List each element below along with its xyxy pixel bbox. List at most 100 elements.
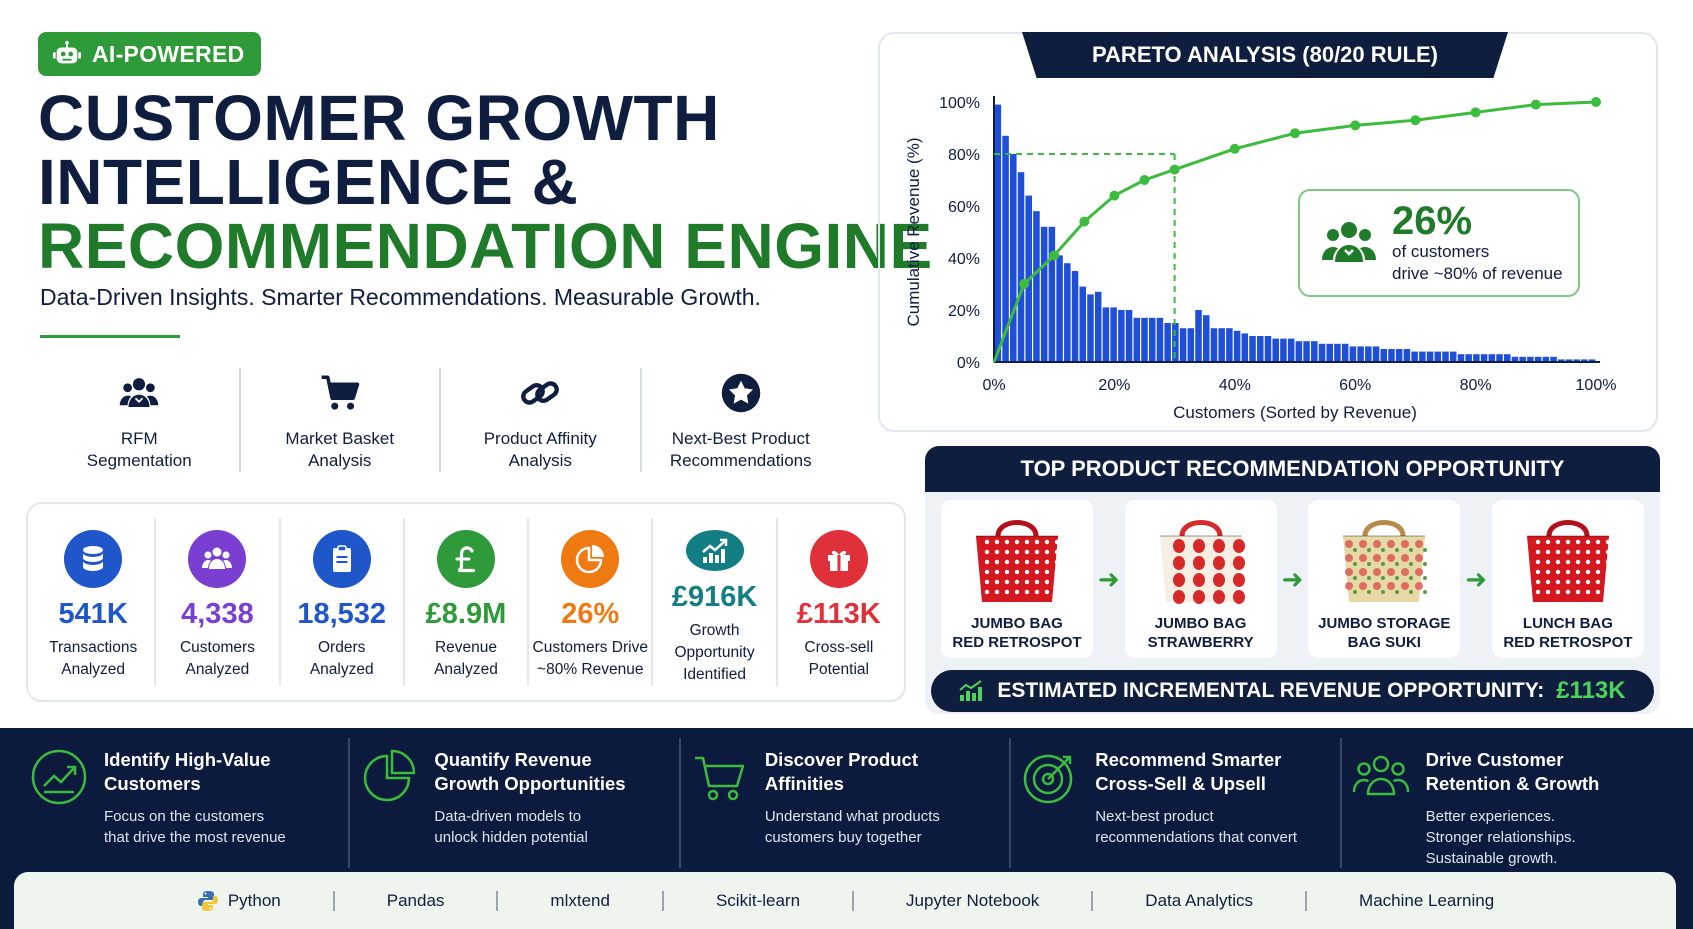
bag-image: [1343, 520, 1428, 602]
feature-label-2: Segmentation: [86, 451, 192, 470]
pareto-bar: [1002, 135, 1009, 362]
pareto-bar: [1210, 328, 1218, 362]
flow-arrow-icon: ➜: [1097, 563, 1120, 594]
title-line-3: RECOMMENDATION ENGINE: [38, 210, 933, 282]
recommendation-flow: JUMBO BAG RED RETROSPOT ➜ JUMBO BAG STRA…: [941, 500, 1644, 658]
cumulative-point: [1109, 190, 1120, 201]
y-tick-label: 60%: [948, 199, 980, 216]
pareto-bar: [1449, 351, 1457, 362]
pareto-bar: [1426, 351, 1434, 362]
incremental-value: £113K: [1556, 677, 1626, 704]
feature-next-best: Next-Best Product Recommendations: [642, 368, 841, 472]
cart-icon: [321, 375, 359, 410]
product-card[interactable]: JUMBO STORAGE BAG SUKI: [1308, 500, 1461, 658]
benefit-desc-1: Data-driven models to: [434, 808, 582, 825]
bag-image: [1526, 520, 1611, 602]
pareto-bar: [1218, 328, 1225, 362]
incremental-revenue-banner: ESTIMATED INCREMENTAL REVENUE OPPORTUNIT…: [931, 670, 1654, 712]
benefit-desc-1: Next-best product: [1095, 808, 1214, 825]
y-tick-label: 40%: [948, 251, 980, 268]
benefit-desc-2: unlock hidden potential: [434, 829, 588, 846]
stat-cross-sell: £113K Cross-sell Potential: [778, 518, 900, 686]
pareto-bar: [1519, 356, 1526, 362]
stat-label-2: Analyzed: [434, 661, 498, 678]
link-icon: [521, 381, 560, 405]
x-tick-label: 40%: [1219, 377, 1251, 394]
pareto-bar: [1588, 359, 1596, 362]
title-line-1: CUSTOMER GROWTH: [38, 82, 720, 154]
clipboard-icon: [332, 545, 351, 572]
cumulative-point: [1049, 250, 1060, 261]
pareto-bar: [1581, 359, 1588, 362]
stat-revenue: £8.9M Revenue Analyzed: [405, 518, 530, 686]
growth-chart-icon: [701, 538, 727, 563]
page-title: CUSTOMER GROWTH INTELLIGENCE & RECOMMEND…: [38, 86, 933, 278]
pareto-title: PARETO ANALYSIS (80/20 RULE): [1022, 32, 1508, 78]
pareto-bar: [1411, 351, 1418, 362]
benefit-revenue-growth: Quantify Revenue Growth Opportunities Da…: [350, 738, 681, 868]
pie-chart-icon: [364, 749, 416, 802]
pareto-bar: [994, 104, 1002, 362]
stat-value: 18,532: [297, 598, 387, 630]
feature-label-1: Product Affinity: [483, 429, 597, 448]
pareto-bar: [1187, 328, 1195, 362]
tech-scikit-learn: Scikit-learn: [664, 890, 855, 911]
stat-value: £113K: [796, 598, 881, 630]
pareto-bar: [1079, 286, 1087, 362]
stat-label-1: Growth Opportunity: [674, 622, 755, 661]
benefit-title-1: Quantify Revenue: [434, 749, 592, 770]
product-card[interactable]: LUNCH BAG RED RETROSPOT: [1491, 500, 1644, 658]
product-name-line-1: JUMBO STORAGE: [1318, 615, 1451, 632]
feature-label-2: Recommendations: [669, 451, 812, 470]
ai-powered-badge: AI-POWERED: [38, 32, 261, 76]
stat-orders: 18,532 Orders Analyzed: [281, 518, 405, 686]
cumulative-point: [1019, 279, 1030, 289]
callout-line-1: of customers: [1392, 242, 1490, 261]
shopping-cart-icon: [694, 756, 745, 801]
bar-growth-icon: [959, 680, 983, 701]
pareto-bar: [1110, 307, 1117, 362]
title-line-2: INTELLIGENCE &: [38, 146, 579, 218]
cumulative-point: [1169, 164, 1180, 175]
bag-image: [976, 520, 1060, 602]
pareto-bar: [1125, 310, 1133, 362]
benefits-row: Identify High-Value Customers Focus on t…: [20, 738, 1670, 868]
stat-icon-circle: [809, 530, 868, 588]
benefit-title-2: Growth Opportunities: [434, 773, 626, 794]
pareto-bar: [1372, 346, 1380, 362]
bag-image: [1159, 520, 1245, 604]
trend-up-icon: [31, 749, 87, 805]
people-icon: [120, 378, 159, 407]
cumulative-point: [1350, 120, 1361, 131]
pareto-bar: [1087, 294, 1094, 362]
subtitle: Data-Driven Insights. Smarter Recommenda…: [40, 284, 761, 310]
pareto-bar: [1534, 356, 1542, 362]
product-card[interactable]: JUMBO BAG STRAWBERRY: [1124, 500, 1277, 658]
product-card[interactable]: JUMBO BAG RED RETROSPOT: [941, 500, 1093, 658]
product-name-line-2: STRAWBERRY: [1147, 634, 1254, 651]
cumulative-point: [1591, 97, 1601, 107]
tech-machine-learning: Machine Learning: [1307, 891, 1546, 911]
product-name-line-2: BAG SUKI: [1347, 634, 1421, 651]
stat-icon-circle: [436, 530, 495, 588]
benefit-desc-3: Sustainable growth.: [1425, 850, 1558, 867]
pie-icon: [576, 545, 605, 574]
stat-label-2: Analyzed: [185, 661, 250, 678]
pareto-bar: [1388, 349, 1395, 362]
database-icon: [83, 546, 104, 571]
stats-panel: 541K Transactions Analyzed 4,338 Custome…: [26, 502, 906, 702]
pareto-bar: [1434, 351, 1442, 362]
benefit-title-1: Drive Customer: [1425, 749, 1564, 770]
flow-arrow-icon: ➜: [1281, 563, 1304, 594]
feature-label-1: Next-Best Product: [671, 429, 810, 448]
y-tick-label: 0%: [957, 355, 980, 372]
pareto-bar: [1056, 255, 1063, 362]
pareto-bar: [1341, 343, 1349, 362]
pareto-bar: [1457, 354, 1465, 362]
stat-value: £8.9M: [425, 598, 507, 630]
pareto-bar: [1287, 338, 1295, 362]
pareto-bar: [1148, 317, 1156, 362]
badge-label: AI-POWERED: [92, 40, 245, 67]
team-icon: [1352, 755, 1409, 796]
pound-icon: [455, 546, 476, 573]
